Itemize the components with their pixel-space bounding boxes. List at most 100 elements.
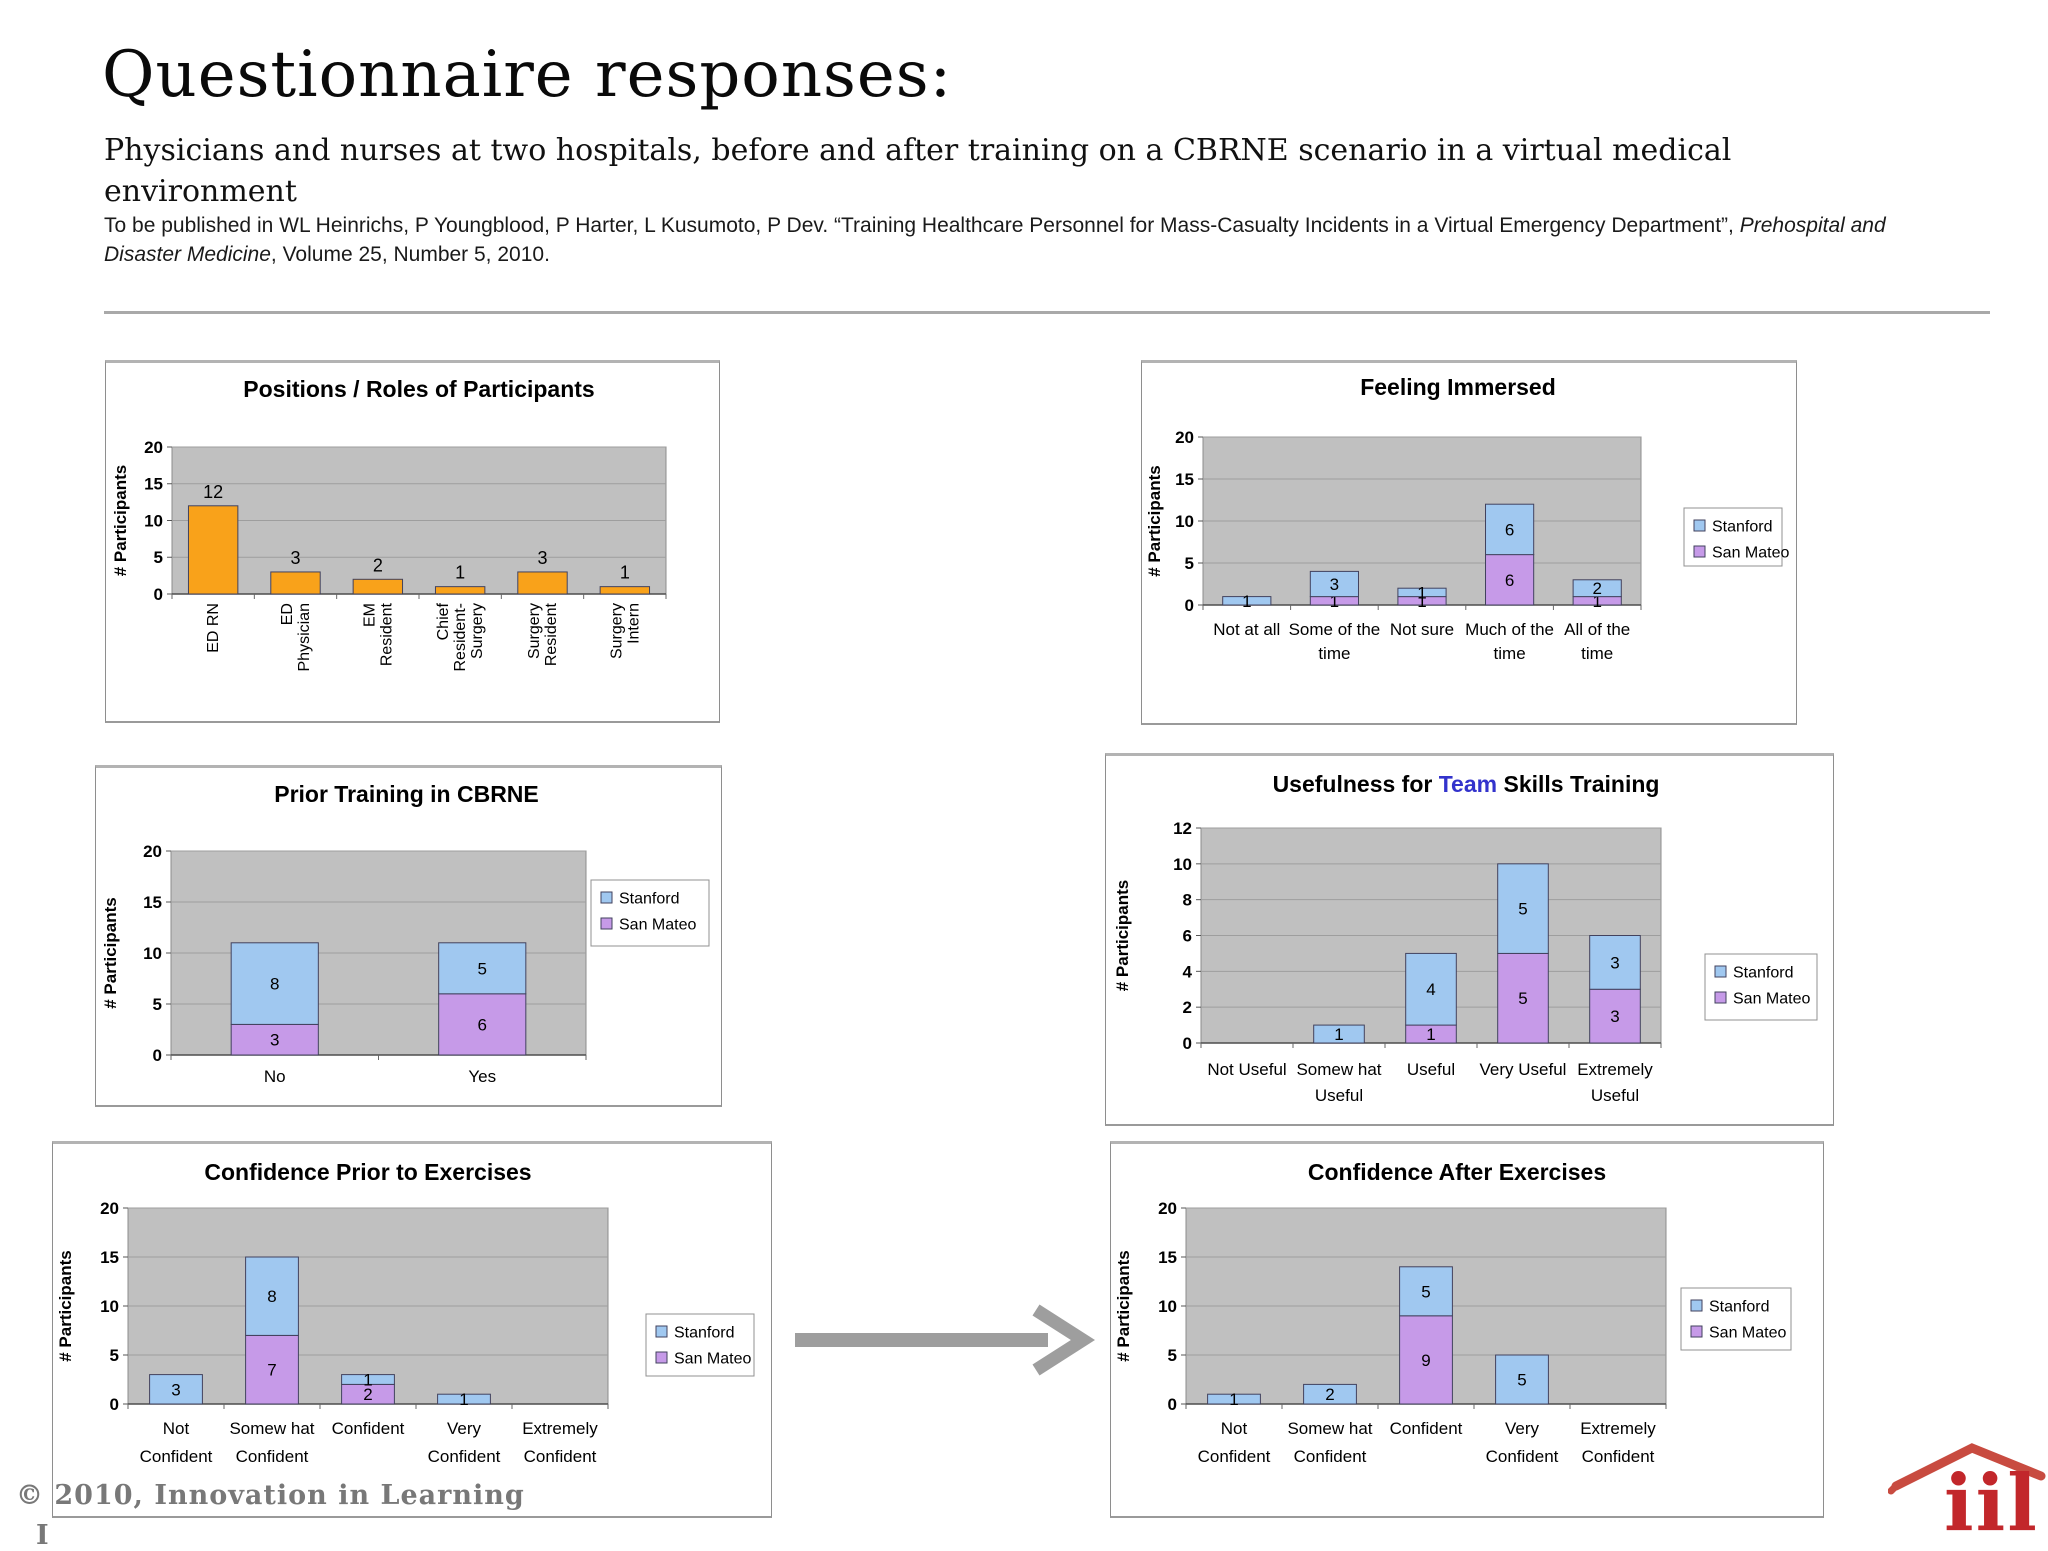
chart-title: Feeling Immersed	[1360, 374, 1556, 400]
legend-label: San Mateo	[1709, 1325, 1786, 1342]
legend-box	[1704, 953, 1818, 1021]
x-tick-label: Very Useful	[1480, 1060, 1567, 1079]
divider-line	[104, 311, 1990, 314]
x-tick-label: Not at all	[1213, 620, 1280, 639]
bar-segment	[187, 505, 239, 595]
x-tick-label: Confident	[140, 1447, 213, 1466]
y-tick-label: 0	[1185, 596, 1194, 615]
x-tick-label: ED	[279, 603, 296, 625]
y-tick-label: 15	[1175, 470, 1194, 489]
bar-label: 6	[1505, 520, 1514, 539]
bar-segment	[1485, 554, 1535, 606]
legend-swatch	[1714, 991, 1727, 1004]
bar-segment	[1397, 587, 1447, 598]
arrow-icon	[795, 1304, 1096, 1376]
y-tick-label: 0	[1183, 1034, 1192, 1053]
bar-label: 5	[478, 959, 487, 978]
x-tick-label: Surgery	[526, 603, 543, 659]
bar-label: 3	[1330, 575, 1339, 594]
y-tick-label: 10	[1175, 512, 1194, 531]
x-tick-label: Some of the	[1289, 620, 1381, 639]
bar-segment	[1497, 952, 1549, 1044]
iil-logo: iil	[1887, 1392, 2048, 1549]
chart-svg-prior-training: 0 5 10 15 20 Prior Training in CBRNE # Partici…	[101, 781, 710, 1086]
page-subtitle: Physicians and nurses at two hospitals, …	[104, 133, 1732, 210]
x-tick-label: time	[1581, 644, 1613, 663]
x-tick-label: Yes	[468, 1067, 496, 1086]
bar-label: 3	[171, 1380, 180, 1399]
bar-segment	[230, 1023, 319, 1056]
bar-segment	[1309, 570, 1359, 598]
x-tick-label: Somew hat	[1296, 1060, 1381, 1079]
bar-label: 6	[1505, 571, 1514, 590]
x-tick-label: Chief	[435, 602, 452, 640]
legend-label: Stanford	[1709, 1299, 1769, 1316]
bar-label: 2	[1592, 579, 1601, 598]
bar-segment	[341, 1374, 395, 1385]
chart-positions-roles: 0 5 10 15 20 Positions / Roles of Participant…	[105, 360, 720, 723]
bar-label: 1	[1592, 592, 1601, 611]
x-tick-label: Confident	[1198, 1447, 1271, 1466]
bar-label: 8	[267, 1287, 276, 1306]
x-tick-label: Resident	[378, 602, 395, 666]
iil-logo-icon: iil	[1887, 1443, 2046, 1549]
y-tick-label: 6	[1183, 926, 1192, 945]
x-tick-label: Useful	[1407, 1060, 1455, 1079]
y-tick-label: 2	[1183, 998, 1192, 1017]
page-title: Questionnaire responses:	[102, 38, 953, 112]
legend-swatch	[1690, 1325, 1703, 1338]
x-tick-label: Somew hat	[1287, 1419, 1372, 1438]
bar-segment	[245, 1334, 299, 1405]
bar-segment	[1399, 1266, 1453, 1317]
bar-label: 5	[1518, 989, 1527, 1008]
bar-label: 1	[1334, 1025, 1343, 1044]
x-tick-label: Somew hat	[229, 1419, 314, 1438]
chart-svg-usefulness-team: 0 2 4 6 8 10 12 Usefulness for Team Skills Trai…	[1113, 771, 1818, 1105]
bar-label: 1	[1426, 1025, 1435, 1044]
bar-label: 1	[1229, 1390, 1238, 1409]
bar-label: 4	[1426, 980, 1435, 999]
chart-title: Usefulness for Team Skills Training	[1273, 771, 1660, 797]
x-tick-label: Confident	[524, 1447, 597, 1466]
legend-label: Stanford	[619, 891, 679, 908]
x-tick-label: Confident	[428, 1447, 501, 1466]
bar-segment	[1207, 1393, 1261, 1405]
y-axis-title: # Participants	[111, 465, 130, 577]
y-axis-title: # Participants	[1113, 880, 1132, 992]
x-tick-label: Confident	[1294, 1447, 1367, 1466]
chart-svg-confidence-prior: 0 5 10 15 20 Confidence Prior to Exercises # P…	[56, 1159, 755, 1466]
legend: Stanford San Mateo	[590, 879, 710, 947]
x-tick-label: Much of the	[1465, 620, 1554, 639]
bar-segment	[230, 942, 319, 1025]
y-tick-label: 15	[100, 1248, 119, 1267]
y-tick-label: 5	[1185, 554, 1194, 573]
x-tick-label: Surgery	[469, 603, 486, 659]
y-tick-label: 10	[1158, 1297, 1177, 1316]
iil-logo-text: iil	[1944, 1458, 2039, 1536]
y-tick-label: 15	[143, 893, 162, 912]
x-tick-label: Extremely	[522, 1419, 598, 1438]
bar-segment	[437, 1393, 491, 1405]
y-axis-title: # Participants	[101, 897, 120, 1009]
y-tick-label: 5	[154, 548, 163, 567]
x-tick-label: Confident	[236, 1447, 309, 1466]
y-tick-label: 20	[1158, 1199, 1177, 1218]
bar-label: 5	[1517, 1370, 1526, 1389]
bar-label: 5	[1421, 1282, 1430, 1301]
chart-svg-positions-roles: 0 5 10 15 20 Positions / Roles of Participant…	[111, 376, 667, 671]
y-tick-label: 5	[1168, 1346, 1177, 1365]
chart-title: Prior Training in CBRNE	[274, 781, 539, 807]
x-tick-label: Physician	[296, 603, 313, 671]
x-tick-label: No	[264, 1067, 286, 1086]
citation: To be published in WL Heinrichs, P Young…	[104, 212, 1904, 270]
legend-swatch	[655, 1325, 668, 1338]
bar-label: 3	[290, 548, 300, 568]
y-tick-label: 0	[154, 585, 163, 604]
bar-label: 1	[1242, 592, 1251, 611]
x-tick-label: Very	[447, 1419, 482, 1438]
x-tick-label: Intern	[625, 603, 642, 644]
legend-label: Stanford	[1712, 519, 1772, 536]
x-tick-label: Not Useful	[1207, 1060, 1286, 1079]
bar-label: 1	[620, 563, 630, 583]
bar-segment	[434, 586, 486, 595]
